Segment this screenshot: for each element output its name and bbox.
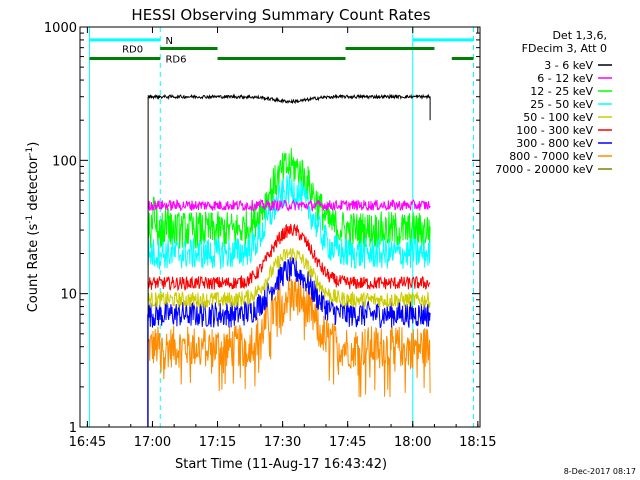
x-tick-label: 17:45 — [329, 435, 366, 450]
legend-entry: 800 - 7000 keV — [509, 150, 593, 163]
x-tick-label: 16:45 — [69, 435, 106, 450]
x-tick-label: 18:15 — [459, 435, 496, 450]
series-line — [147, 276, 431, 398]
chart-title: HESSI Observing Summary Count Rates — [131, 6, 430, 24]
series-line — [147, 255, 431, 329]
y-tick-label: 1000 — [44, 21, 77, 36]
y-tick-label: 1 — [69, 421, 77, 436]
legend-entry: 7000 - 20000 keV — [495, 163, 593, 176]
legend-entry: 25 - 50 keV — [530, 98, 593, 111]
y-axis-label-sup1: -1 — [25, 215, 35, 224]
x-axis-label: Start Time (11-Aug-17 16:43:42) — [175, 457, 387, 472]
y-axis-label-end: ) — [26, 142, 41, 147]
x-tick-label: 18:00 — [394, 435, 431, 450]
legend-entry: 3 - 6 keV — [544, 59, 593, 72]
y-tick-label: 100 — [52, 154, 77, 169]
y-axis: 1 10 100 1000 — [44, 21, 480, 436]
legend-entry: 50 - 100 keV — [523, 111, 593, 124]
x-tick-label: 17:30 — [264, 435, 301, 450]
series-line — [147, 198, 431, 212]
timestamp: 8-Dec-2017 08:17 — [564, 467, 636, 476]
legend-entry: 6 - 12 keV — [537, 72, 593, 85]
flag-label-n: N — [165, 36, 172, 47]
legend-header: FDecim 3, Att 0 — [522, 42, 607, 55]
x-axis: 16:45 17:00 17:15 17:30 17:45 18:00 18:15 — [69, 27, 497, 450]
legend-entry: 100 - 300 keV — [516, 124, 593, 137]
legend-entry: 12 - 25 keV — [530, 85, 593, 98]
y-axis-label-main: Count Rate (s — [26, 224, 41, 313]
series-line — [147, 247, 431, 309]
y-axis-label: Count Rate (s-1 detector-1) — [25, 142, 41, 313]
y-axis-label-sup2: -1 — [25, 147, 35, 156]
legend-header: Det 1,3,6, — [552, 29, 607, 42]
y-tick-label: 10 — [60, 288, 77, 303]
x-tick-label: 17:00 — [134, 435, 171, 450]
y-axis-label-mid: detector — [26, 155, 41, 215]
legend-entry: 300 - 800 keV — [516, 137, 593, 150]
series-line — [147, 174, 431, 270]
plot-area: N RD0 RD6 — [89, 27, 474, 427]
series-line — [147, 147, 431, 249]
x-tick-label: 17:15 — [199, 435, 236, 450]
plot-frame — [79, 26, 481, 428]
series-line — [147, 223, 431, 292]
flag-label-rd0: RD0 — [122, 44, 143, 55]
series-line — [147, 93, 431, 105]
flag-label-rd6: RD6 — [165, 55, 186, 66]
